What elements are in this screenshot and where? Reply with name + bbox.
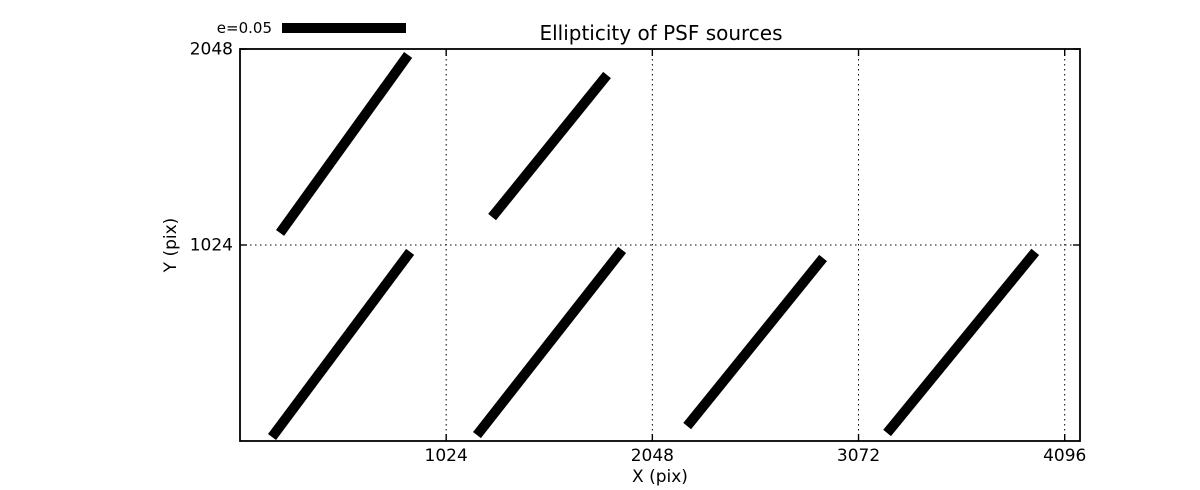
y-axis-label: Y (pix) (161, 218, 181, 274)
x-axis-label: X (pix) (632, 467, 688, 487)
legend-scale-bar (282, 23, 406, 33)
x-tick-label: 2048 (631, 446, 674, 466)
whisker-line (488, 71, 611, 221)
y-tick-label: 2048 (190, 40, 233, 60)
x-tick-label: 1024 (425, 446, 468, 466)
whisker-line (268, 248, 415, 440)
y-tick-label: 1024 (190, 236, 233, 256)
legend-label: e=0.05 (217, 19, 272, 37)
x-tick-label: 3072 (837, 446, 880, 466)
whisker-line (883, 248, 1040, 437)
plot-area: 1024 2048 3072 4096 1024 2048 (190, 40, 1087, 467)
whisker-line (276, 52, 413, 236)
plot-title: Ellipticity of PSF sources (539, 21, 782, 45)
whisker-line (473, 246, 627, 439)
whisker-line (683, 254, 827, 430)
x-tick-label: 4096 (1043, 446, 1086, 466)
